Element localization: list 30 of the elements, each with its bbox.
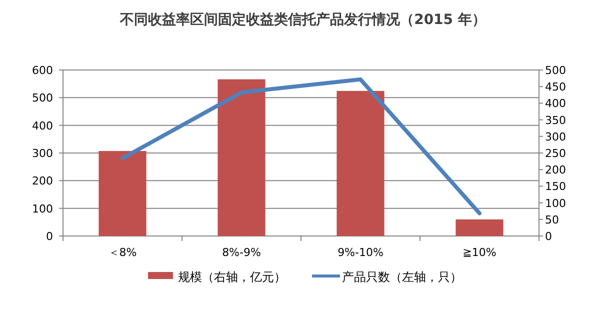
y-tick-label: 400	[32, 119, 53, 132]
x-tick-label: 9%-10%	[338, 246, 384, 259]
y2-tick-label: 200	[545, 164, 566, 177]
x-tick-label: ≧10%	[462, 246, 496, 259]
y-tick-label: 600	[32, 64, 53, 77]
y2-tick-label: 150	[545, 180, 566, 194]
bar	[218, 79, 266, 236]
y-tick-label: 500	[32, 92, 53, 105]
y2-tick-label: 0	[545, 230, 552, 243]
legend-label: 产品只数（左轴，只）	[342, 270, 462, 284]
y2-tick-label: 250	[545, 147, 566, 160]
y2-tick-label: 400	[545, 97, 566, 110]
y2-tick-label: 500	[545, 64, 566, 77]
x-tick-label: ＜8%	[108, 246, 137, 259]
bar	[336, 90, 384, 236]
y-tick-label: 0	[46, 230, 53, 243]
y-tick-label: 300	[32, 147, 53, 160]
y2-tick-label: 450	[545, 80, 566, 94]
title: 不同收益率区间固定收益类信托产品发行情况（2015 年）	[120, 12, 486, 28]
y-tick-label: 100	[32, 202, 53, 216]
y2-tick-label: 100	[545, 196, 566, 210]
y2-tick-label: 50	[545, 213, 559, 226]
legend-label: 规模（右轴，亿元）	[178, 270, 286, 284]
bar	[98, 151, 146, 236]
y-tick-label: 200	[32, 174, 53, 188]
y2-tick-label: 350	[545, 114, 566, 127]
line-series	[120, 77, 482, 216]
bar	[456, 219, 504, 236]
y2-tick-label: 300	[545, 130, 566, 144]
x-tick-label: 8%-9%	[222, 246, 261, 259]
